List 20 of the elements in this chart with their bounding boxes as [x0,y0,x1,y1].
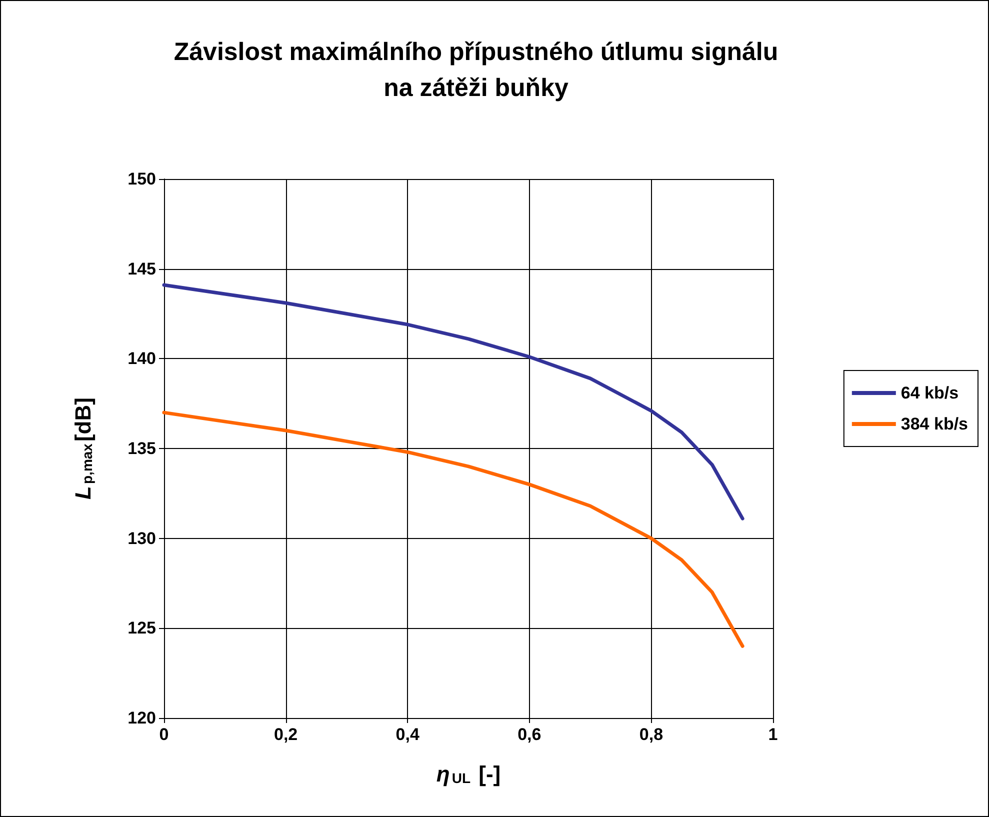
x-tick-label: 0,2 [274,725,298,744]
x-tick-label: 1 [768,725,778,744]
line-series [162,410,744,648]
y-axis-title: Lp,max[dB] [70,398,96,500]
x-tick-label: 0 [159,725,169,744]
legend-label: 384 kb/s [900,414,968,434]
y-tick-label: 145 [128,259,156,278]
y-tick-label: 140 [128,349,156,368]
y-tick-label: 125 [128,618,156,638]
x-axis-title: ηUL [-] [436,762,501,786]
y-tick-label: 135 [128,439,156,458]
legend-label: 64 kb/s [900,384,959,402]
x-tick-label: 0,4 [396,725,420,744]
y-tick-label: 150 [128,170,156,188]
y-tick-label: 130 [128,528,156,548]
line-series [162,283,744,520]
x-tick-label: 0,8 [639,725,664,744]
y-tick-label: 120 [128,708,156,728]
x-tick-label: 0,6 [518,725,542,744]
chart-title: Závislost maximálního přípustného útlumu signálu na zátěži buňky [174,38,778,102]
